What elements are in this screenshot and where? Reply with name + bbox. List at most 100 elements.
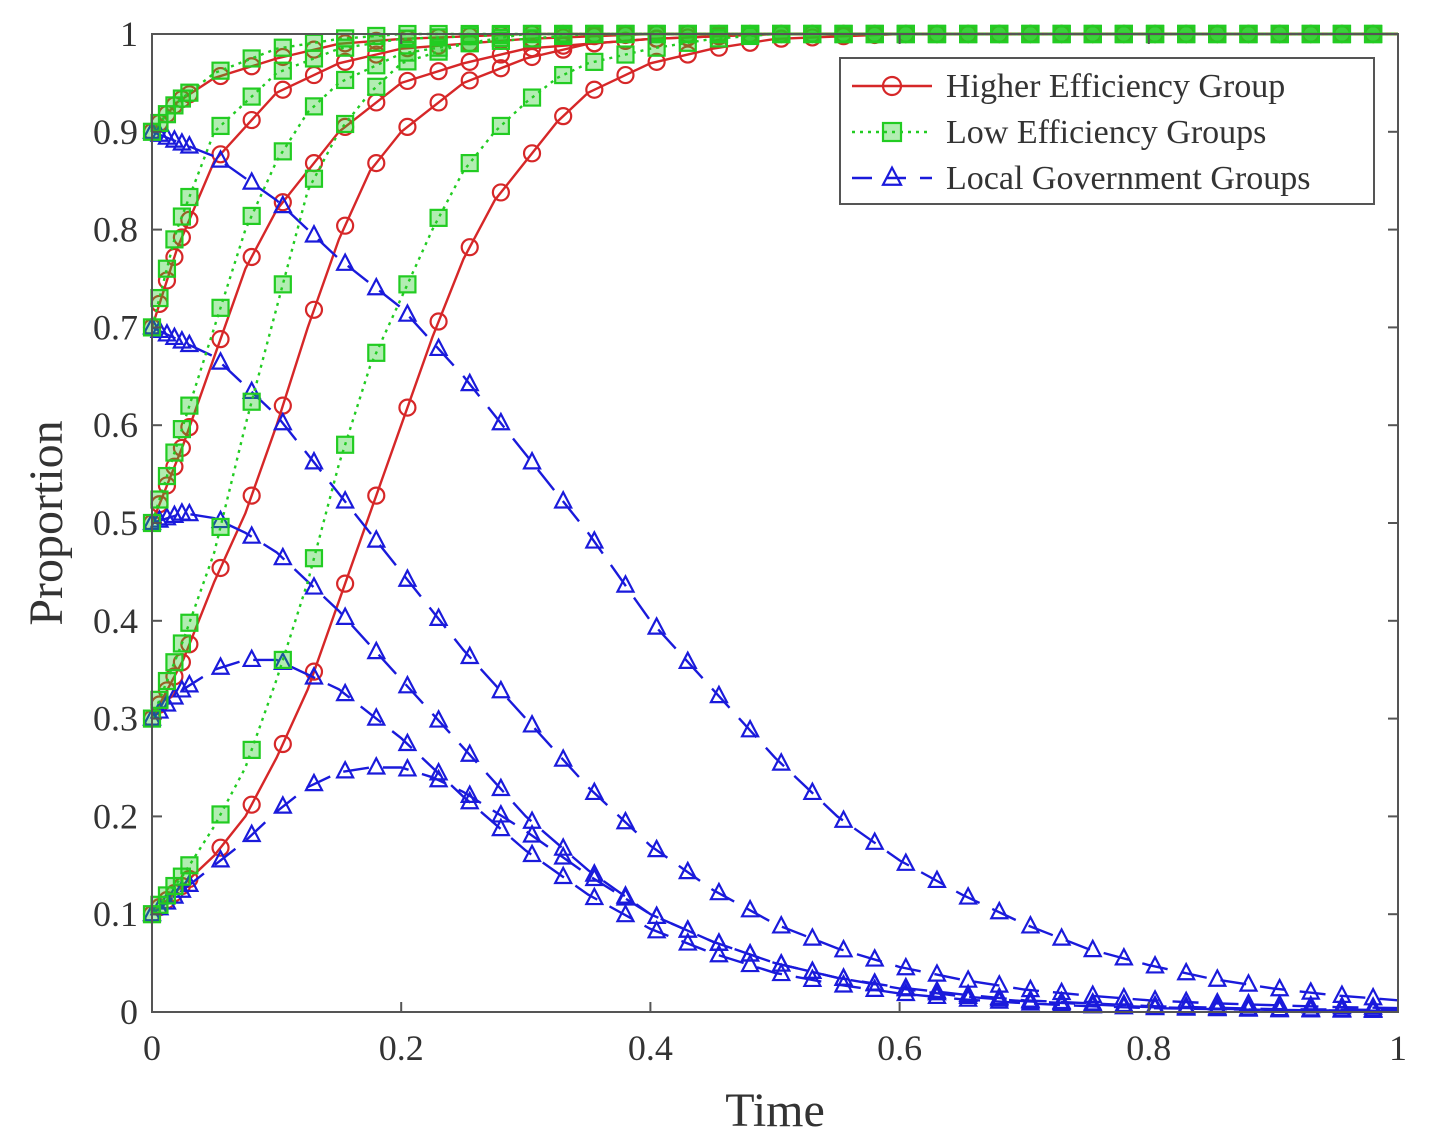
data-point [304,33,324,52]
data-point [615,810,636,830]
data-point [864,831,885,850]
data-point [429,42,448,61]
data-point [398,71,417,91]
data-point [242,392,261,411]
data-point [367,343,386,362]
data-point [336,70,355,90]
data-point [584,530,605,549]
series-line [150,32,1398,328]
data-point [165,653,184,672]
data-point [615,903,636,923]
data-point [459,372,480,392]
data-point [397,568,418,587]
data-point [150,690,169,709]
data-point [647,38,666,57]
data-point [584,867,605,887]
data-point [1207,997,1228,1016]
data-point [864,972,885,992]
data-point [398,117,417,137]
data-point [1114,946,1134,966]
data-point [367,77,386,96]
data-point [242,795,261,814]
data-point [273,194,293,214]
data-point [491,803,511,823]
data-point [273,275,292,294]
data-point [157,259,177,278]
legend-label: Higher Efficiency Group [946,68,1285,105]
legend-marker-circle-icon [881,75,903,97]
data-point [522,843,542,863]
data-point [241,171,262,190]
data-point [864,948,885,967]
data-point [304,49,324,68]
data-point [304,450,324,470]
data-point [210,149,231,168]
data-point [646,905,667,925]
data-point [428,708,449,728]
data-point [553,845,574,865]
data-point [554,26,573,46]
data-point [241,525,262,544]
y-tick-label: 0.7 [93,307,138,347]
data-point [585,34,604,53]
data-point [1145,954,1165,974]
data-point [273,193,292,212]
x-tick-label: 0.6 [877,1028,922,1068]
y-tick-label: 0.9 [93,112,138,152]
data-point [150,288,169,308]
data-point [304,97,324,116]
data-point [428,337,449,357]
data-point [1207,968,1228,987]
y-tick-label: 0.5 [93,503,138,543]
y-tick-label: 0.3 [93,699,138,739]
data-point [553,748,574,767]
data-point [677,919,698,938]
data-point [242,486,261,505]
data-point [1051,981,1072,1001]
data-point [677,931,698,951]
data-point [1269,998,1290,1018]
data-point [304,665,324,685]
data-point [304,300,324,319]
data-point [367,45,386,64]
data-point [553,865,574,885]
legend-label: Low Efficiency Groups [946,114,1266,151]
data-point [1145,995,1165,1015]
data-point [210,351,231,370]
data-point [771,962,792,982]
data-point [172,329,192,349]
data-point [335,489,355,509]
data-point [429,93,448,112]
data-point [273,411,293,431]
data-point [242,49,261,68]
data-point [1082,992,1103,1012]
data-point [336,574,355,593]
data-point [1020,989,1041,1009]
data-point [172,420,192,439]
data-point [241,823,262,843]
data-point [157,322,177,342]
data-point [397,674,418,694]
data-point [740,718,760,738]
data-point [398,52,417,71]
data-point [366,755,387,775]
data-point [927,985,947,1005]
data-point [164,326,185,346]
data-point [149,319,170,339]
data-point [1176,996,1197,1016]
data-point [459,790,480,810]
data-point [459,743,480,762]
data-point [157,671,177,691]
data-point [273,795,293,814]
data-point [864,978,885,997]
data-point [647,52,666,71]
data-point [615,886,636,906]
data-point [428,768,449,788]
data-point [1051,927,1072,946]
series-line [151,766,1399,1013]
data-point [677,860,698,880]
data-point [429,312,448,331]
data-point [460,34,479,53]
data-point [179,333,200,353]
